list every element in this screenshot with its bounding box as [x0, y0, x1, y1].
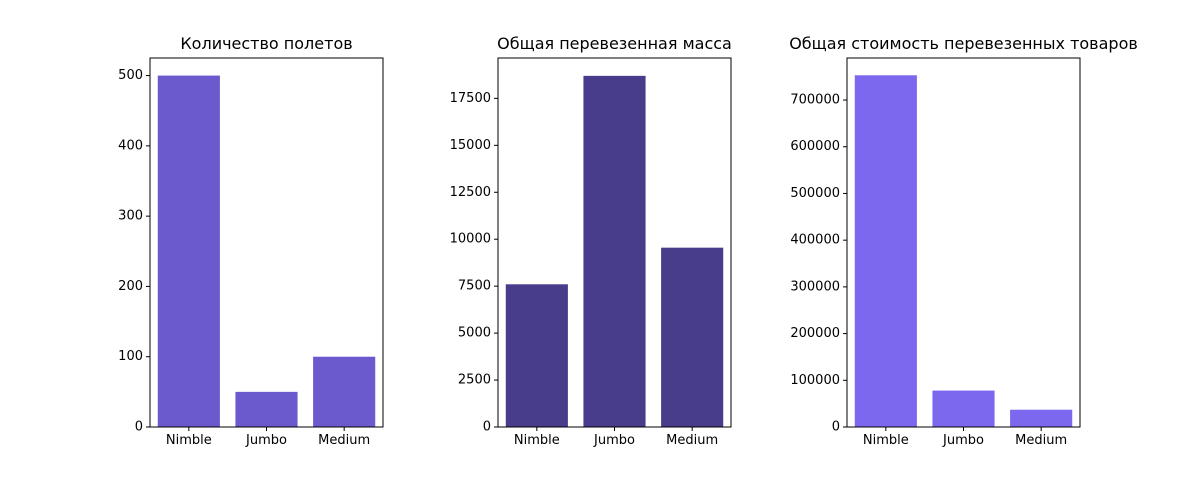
y-tick-label: 400000	[790, 233, 840, 248]
chart-title: Общая перевезенная масса	[497, 34, 732, 53]
bar-jumbo	[235, 391, 298, 427]
y-tick-label: 300000	[790, 279, 840, 294]
x-tick-label: Jumbo	[942, 433, 984, 448]
x-tick-label: Medium	[1015, 433, 1067, 448]
x-tick-label: Nimble	[166, 433, 212, 448]
y-tick-label: 200	[118, 279, 143, 294]
y-tick-label: 100000	[790, 373, 840, 388]
bar-nimble	[854, 75, 917, 427]
chart-2: 0 2500 5000 7500 10000 12500 15000 17500 Nimble J…	[450, 34, 732, 448]
y-tick-label: 300	[118, 209, 143, 224]
y-tick-label: 700000	[790, 93, 840, 108]
bar-medium	[313, 356, 376, 427]
chart-3: 0 100000 200000 300000 400000 500000 600000 700…	[789, 34, 1138, 448]
y-tick-label: 17500	[450, 91, 491, 106]
y-tick-label: 7500	[458, 279, 491, 294]
y-tick-label: 15000	[450, 138, 491, 153]
bar-nimble	[505, 284, 568, 427]
y-tick-label: 600000	[790, 139, 840, 154]
x-tick-label: Nimble	[863, 433, 909, 448]
y-tick-label: 5000	[458, 326, 491, 341]
bar-jumbo	[932, 390, 995, 427]
x-tick-label: Jumbo	[245, 433, 287, 448]
bar-nimble	[157, 75, 220, 428]
y-tick-label: 10000	[450, 232, 491, 247]
chart-title: Общая стоимость перевезенных товаров	[789, 34, 1138, 53]
y-tick-label: 100	[118, 349, 143, 364]
x-tick-label: Nimble	[514, 433, 560, 448]
y-tick-label: 12500	[450, 185, 491, 200]
bar-medium	[661, 247, 724, 427]
chart-1: 0 100 200 300 400 500 Nimble Jumbo Medium Количес…	[118, 34, 384, 448]
x-tick-label: Jumbo	[593, 433, 635, 448]
chart-title: Количество полетов	[180, 34, 352, 53]
y-tick-label: 200000	[790, 326, 840, 341]
y-tick-label: 500	[118, 68, 143, 83]
y-tick-label: 0	[135, 420, 143, 435]
y-tick-label: 2500	[458, 373, 491, 388]
bar-medium	[1010, 409, 1073, 427]
bar-jumbo	[583, 75, 646, 427]
x-tick-label: Medium	[318, 433, 370, 448]
y-tick-label: 0	[483, 420, 491, 435]
y-tick-label: 0	[832, 420, 840, 435]
y-tick-label: 400	[118, 138, 143, 153]
x-tick-label: Medium	[666, 433, 718, 448]
y-tick-label: 500000	[790, 186, 840, 201]
